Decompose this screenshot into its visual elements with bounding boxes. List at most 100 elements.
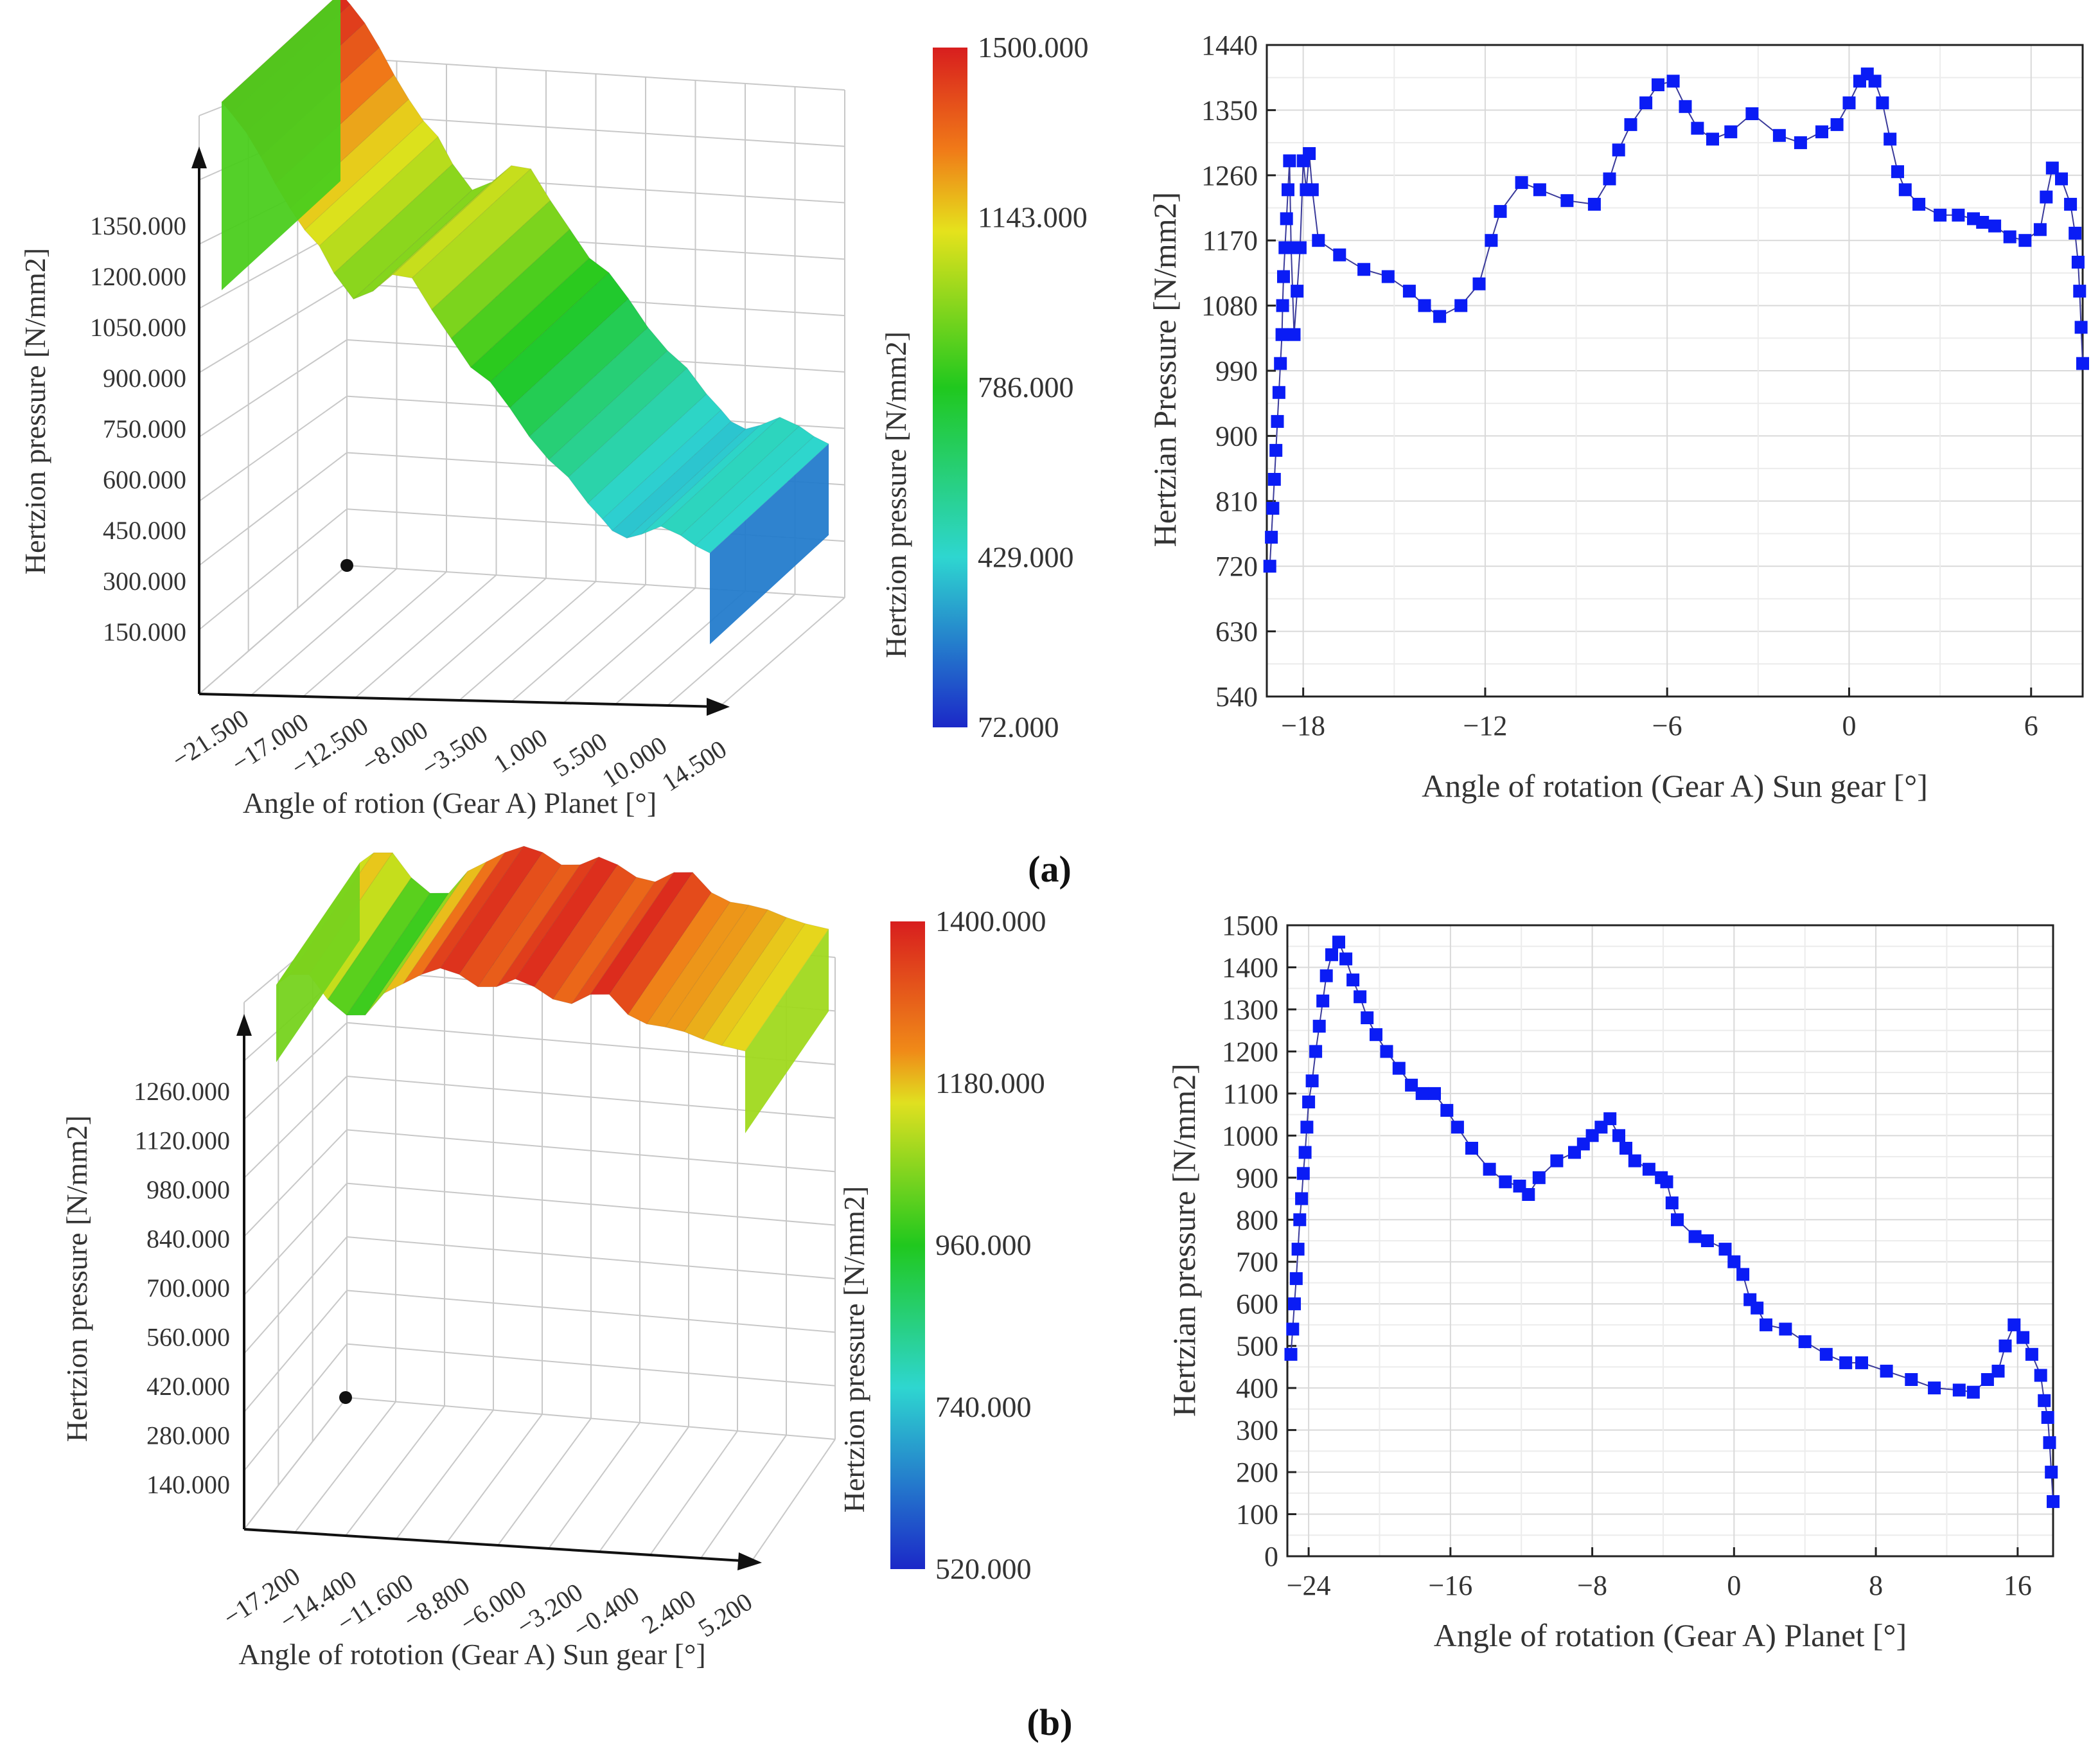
data-point <box>1418 299 1431 312</box>
z-tick-label: 150.000 <box>103 617 186 646</box>
line-b-ticks: 0 100 200 300 400 500 600 700 800 900 1000 1100 1200… <box>1222 910 2032 1601</box>
grid-line <box>446 1414 543 1543</box>
x-tick-label: 5.200 <box>693 1587 757 1643</box>
tick-label-y: 300 <box>1236 1415 1278 1446</box>
data-point <box>1402 285 1416 298</box>
data-point <box>1312 1020 1326 1033</box>
data-point <box>2074 321 2088 334</box>
colorbar-tick-label: 1500.000 <box>978 31 1089 64</box>
data-point <box>1533 183 1546 197</box>
data-point <box>1624 118 1637 131</box>
data-point <box>1332 936 1345 949</box>
surface-a-zlabel: Hertzion pressure [N/mm2] <box>19 248 51 574</box>
data-point <box>2018 234 2032 247</box>
z-tick-label: 900.000 <box>103 364 186 393</box>
data-point <box>1269 443 1283 457</box>
tick-label-y: 630 <box>1215 616 1258 648</box>
data-point <box>1905 1373 1918 1386</box>
line-b-ylabel: Hertzian pressure [N/mm2] <box>1166 1063 1202 1417</box>
data-point <box>1319 969 1333 982</box>
data-point <box>1282 183 1294 197</box>
data-point <box>1855 1356 1868 1369</box>
data-point <box>2007 1318 2021 1331</box>
data-point <box>1934 208 1947 222</box>
data-point <box>1272 386 1285 399</box>
z-tick-label: 750.000 <box>103 414 186 443</box>
data-point <box>1839 1356 1853 1369</box>
z-tick-label: 450.000 <box>103 516 186 545</box>
tick-label-x: 0 <box>1842 710 1856 741</box>
tick-label-y: 1080 <box>1201 290 1258 322</box>
grid-line <box>243 1397 348 1530</box>
data-point <box>1952 208 1965 222</box>
data-point <box>1666 75 1680 88</box>
data-point <box>1265 531 1278 544</box>
grid-line <box>346 1129 836 1173</box>
colorbar-tick-label: 72.000 <box>978 711 1059 743</box>
data-point <box>1952 1383 1966 1397</box>
tick-label-x: −18 <box>1281 710 1325 741</box>
tick-label-x: 16 <box>2004 1570 2032 1601</box>
data-point <box>1560 194 1574 208</box>
surface-a-z-ticks: 150.000 300.000 450.000 600.000 750.000 900.0… <box>90 211 186 646</box>
surface-a-origin-dot <box>340 559 353 572</box>
data-point <box>1779 1322 1792 1336</box>
data-point <box>1679 100 1692 113</box>
data-point <box>1303 147 1316 160</box>
data-point <box>1333 248 1346 262</box>
data-point <box>1642 1162 1655 1176</box>
surface-b-origin-dot <box>339 1391 352 1404</box>
surface-b-surface <box>276 845 829 1133</box>
x-tick-label: 14.500 <box>657 734 732 797</box>
surface-end-face <box>745 928 829 1133</box>
data-point <box>1603 1112 1617 1126</box>
data-point <box>1305 183 1319 197</box>
z-tick-label: 600.000 <box>103 465 186 494</box>
line-b-grid <box>1287 925 2053 1557</box>
data-point <box>1428 1087 1441 1100</box>
x-tick-label: −8.000 <box>357 715 433 779</box>
data-point <box>1912 197 1926 211</box>
data-point <box>1276 299 1289 312</box>
grid-line <box>243 1290 348 1413</box>
data-point <box>1433 310 1447 323</box>
grid-line <box>199 395 348 502</box>
tick-label-y: 1100 <box>1223 1078 1278 1110</box>
data-point <box>1451 1121 1464 1134</box>
data-point <box>1415 1087 1429 1100</box>
data-point <box>1339 952 1353 966</box>
colorbar-tick-label: 1400.000 <box>935 905 1046 937</box>
data-point <box>1688 1230 1702 1243</box>
data-point <box>1665 1196 1679 1210</box>
data-point <box>1966 1385 1980 1399</box>
data-point <box>1485 234 1498 247</box>
grid-line <box>548 1422 640 1549</box>
grid-line <box>599 1426 689 1552</box>
x-tick-label: 2.400 <box>637 1584 701 1640</box>
data-point <box>1603 172 1616 186</box>
surface-a-xlabel: Angle of rotion (Gear A) Planet [°] <box>243 786 657 819</box>
colorbar-b-gradient <box>890 921 925 1569</box>
panel-label-b: (b) <box>1027 1701 1073 1743</box>
data-point <box>1724 125 1738 139</box>
data-point <box>1302 1096 1316 1108</box>
data-point <box>1991 1364 2005 1378</box>
data-point <box>1515 176 1528 190</box>
data-point <box>1440 1104 1454 1117</box>
data-point <box>2069 226 2082 240</box>
data-point <box>1760 1318 1772 1331</box>
data-point <box>1830 118 1844 131</box>
tick-label-y: 1000 <box>1222 1120 1278 1151</box>
grid-line <box>346 1290 836 1333</box>
data-point <box>1370 1028 1382 1042</box>
tick-label-y: 810 <box>1215 486 1258 517</box>
data-point <box>1815 125 1828 139</box>
data-point <box>1928 1381 1941 1395</box>
data-point <box>1876 96 1889 110</box>
data-point <box>1483 1162 1496 1176</box>
data-point <box>1619 1142 1632 1155</box>
grid-line <box>751 1439 836 1562</box>
tick-label-y: 1260 <box>1201 160 1258 191</box>
x-tick-label: 10.000 <box>597 731 672 794</box>
grid-line <box>303 571 447 697</box>
